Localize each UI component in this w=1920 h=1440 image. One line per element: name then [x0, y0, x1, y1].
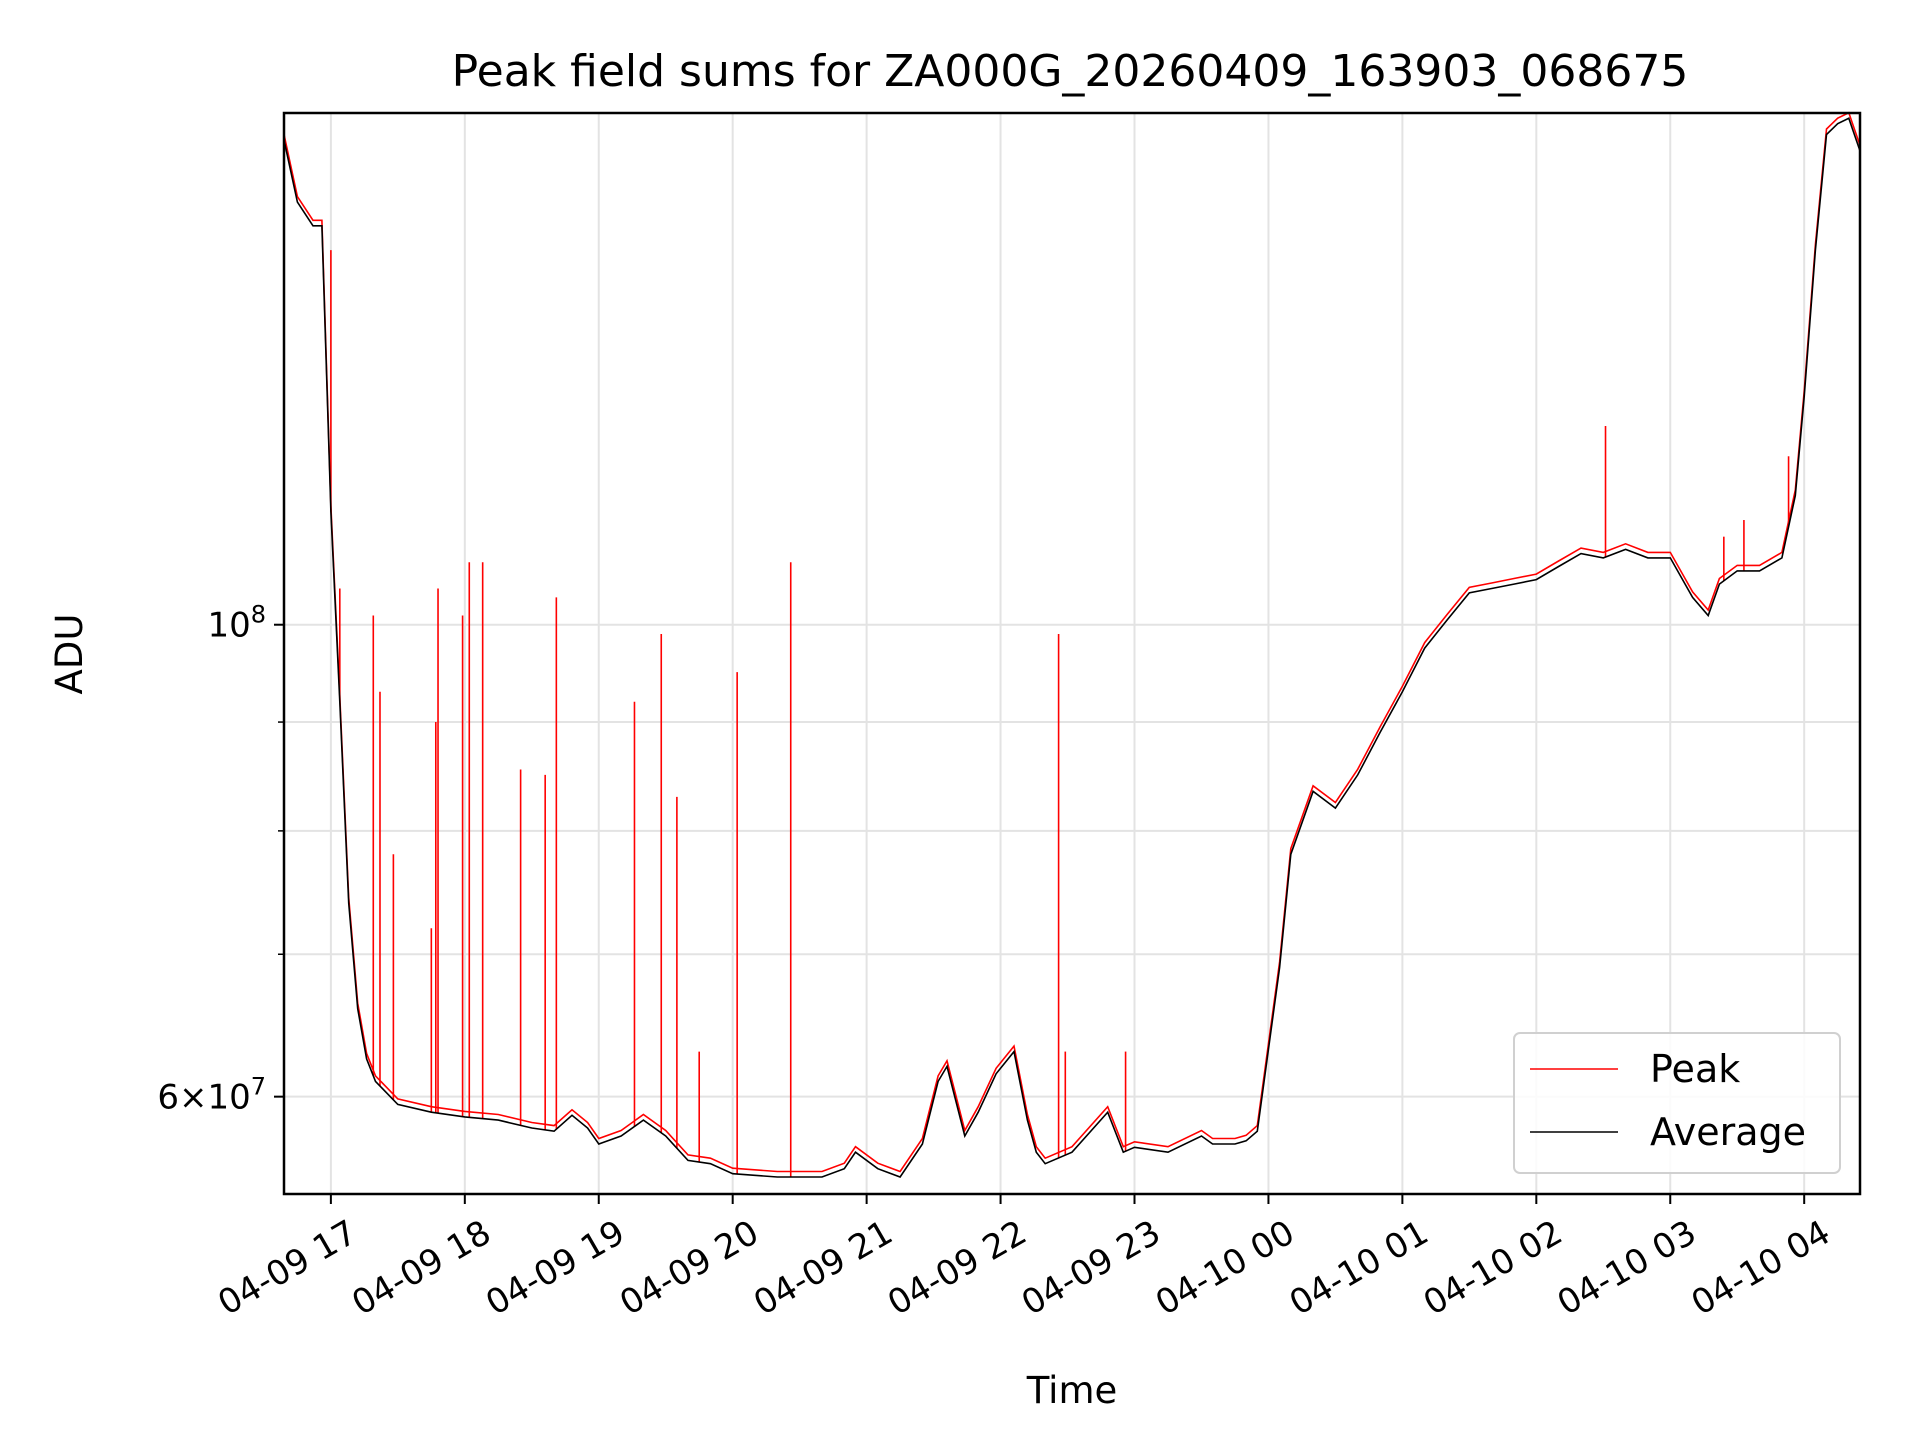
x-tick-label: 04-10 02	[1417, 1213, 1569, 1324]
y-tick-label: 108	[207, 601, 266, 646]
chart-title: Peak field sums for ZA000G_20260409_1639…	[452, 46, 1689, 97]
axes-frame	[282, 111, 1862, 1196]
x-tick-label: 04-10 00	[1149, 1213, 1301, 1324]
x-tick-label: 04-09 17	[211, 1213, 363, 1324]
x-tick-label: 04-10 03	[1551, 1213, 1703, 1324]
x-tick-label: 04-09 19	[479, 1213, 631, 1324]
x-tick-label: 04-09 18	[345, 1213, 497, 1324]
x-tick-label: 04-10 04	[1685, 1213, 1837, 1324]
legend-box	[1513, 1032, 1841, 1174]
y-tick-label: 6×107	[157, 1073, 266, 1118]
y-axis-label: ADU	[48, 614, 91, 695]
x-axis-label: Time	[1026, 1369, 1118, 1412]
x-tick-label: 04-09 21	[747, 1213, 899, 1324]
x-tick-label: 04-09 20	[613, 1213, 765, 1324]
x-tick-label: 04-09 22	[881, 1213, 1033, 1324]
legend-peak-label: Peak	[1650, 1047, 1740, 1091]
legend: Peak Average	[1513, 1032, 1841, 1174]
plot-area	[283, 111, 1861, 1178]
legend-average-label: Average	[1650, 1110, 1806, 1154]
series-line-average	[283, 117, 1861, 1178]
x-tick-label: 04-09 23	[1015, 1213, 1167, 1324]
y-axis: 6×107 108	[157, 601, 284, 1118]
series-line-peak	[283, 111, 1861, 1173]
x-tick-label: 04-10 01	[1283, 1213, 1435, 1324]
